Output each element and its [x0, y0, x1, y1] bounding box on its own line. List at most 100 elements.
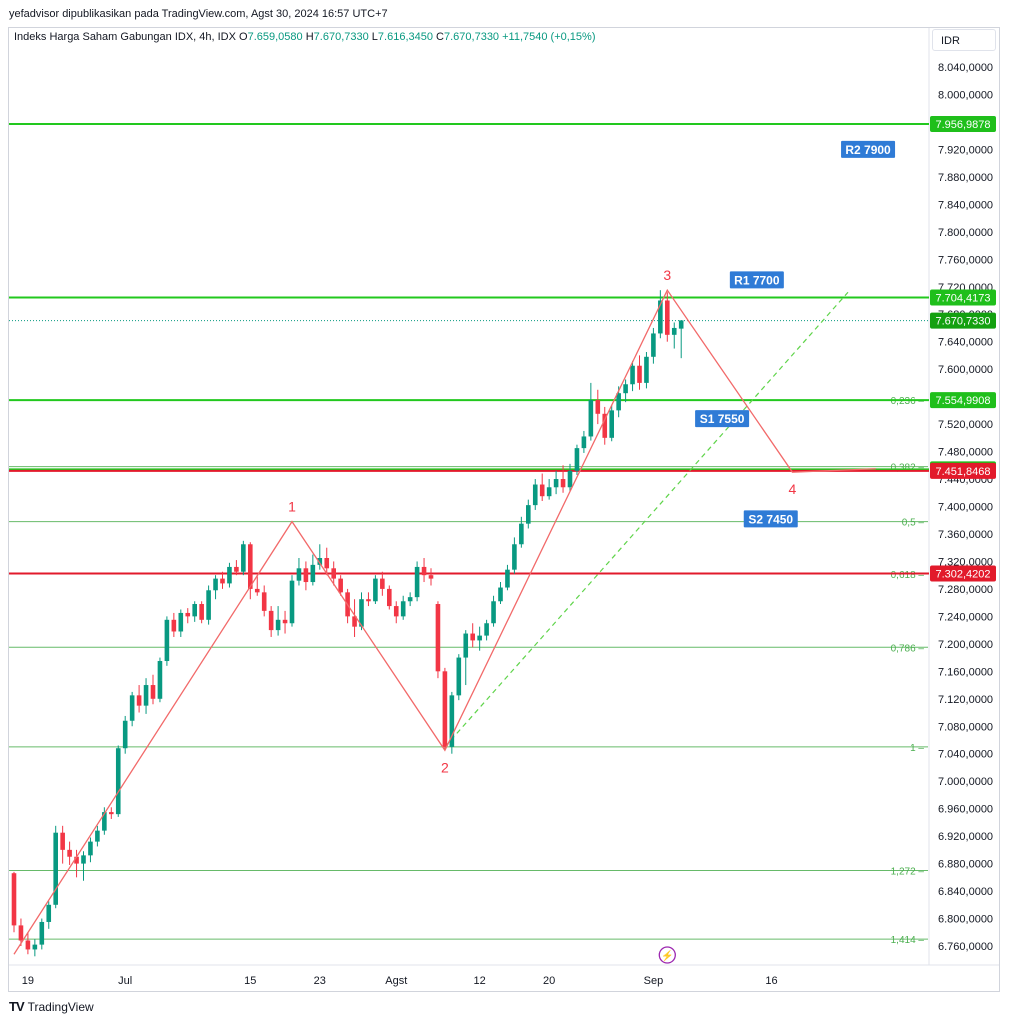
y-tick-label: 7.280,0000 [938, 584, 993, 596]
level-badge-text: 7.302,4202 [935, 569, 990, 581]
candle-body [199, 604, 204, 620]
level-label-box [729, 271, 784, 289]
candle-body [115, 748, 121, 815]
wave-label: 4 [789, 481, 797, 497]
candle-body [456, 657, 462, 696]
candle-body [470, 633, 475, 641]
candle-body [109, 812, 114, 815]
candle [303, 561, 309, 591]
open-label: O [239, 31, 248, 43]
candle-body [241, 544, 246, 572]
candle-body [359, 599, 364, 627]
candle [248, 542, 253, 600]
currency-button[interactable]: IDR [932, 29, 996, 51]
candle [102, 807, 107, 835]
projection-line [444, 291, 849, 748]
candle [254, 575, 260, 596]
candle [67, 841, 72, 865]
candle-body [400, 601, 406, 617]
candle-body [505, 569, 510, 588]
candle [192, 601, 197, 622]
candle-body [651, 333, 656, 357]
candle [574, 444, 580, 475]
candle-body [644, 356, 649, 383]
wave-label: 2 [441, 759, 449, 775]
candle-body [248, 544, 253, 589]
fib-level-label: 0,5 – [902, 518, 925, 529]
candle [498, 582, 503, 605]
candle [526, 499, 531, 529]
y-tick-label: 7.360,0000 [938, 529, 993, 541]
candle [115, 745, 121, 817]
candle [477, 626, 482, 651]
candle [609, 404, 614, 442]
candle [644, 351, 649, 389]
candle-body [428, 575, 434, 579]
candle-body [88, 841, 93, 856]
candle-body [588, 400, 594, 437]
attribution-text: yefadvisor dipublikasikan pada TradingVi… [9, 8, 388, 20]
candle [546, 479, 552, 500]
candle-body [338, 578, 343, 593]
candle-body [136, 695, 142, 706]
level-label-text: S2 7450 [748, 512, 793, 526]
candle [171, 612, 177, 637]
y-tick-label: 6.880,0000 [938, 859, 993, 871]
level-badge [930, 565, 996, 582]
fib-level-label: 1 – [910, 743, 924, 754]
candle-body [352, 616, 357, 627]
candle-body [275, 619, 281, 631]
candle-body [102, 812, 107, 831]
candle [470, 623, 475, 648]
y-tick-label: 7.760,0000 [938, 254, 993, 266]
tradingview-footer[interactable]: TV TradingView [9, 999, 94, 1014]
candle-body [234, 566, 239, 572]
candle-body [435, 604, 441, 672]
candle-body [373, 578, 378, 602]
event-lightning-icon [658, 946, 676, 964]
level-badge [930, 462, 996, 479]
candle [491, 595, 496, 627]
candle [268, 606, 274, 637]
candle-body [387, 588, 392, 607]
y-tick-label: 7.880,0000 [938, 172, 993, 184]
fib-level-label: 1,414 – [891, 935, 925, 946]
y-tick-label: 7.600,0000 [938, 364, 993, 376]
candle-body [442, 671, 448, 747]
candle-body [539, 484, 545, 497]
candle-body [553, 479, 559, 488]
candle [220, 571, 225, 589]
candle [206, 585, 211, 625]
candle-body [11, 873, 17, 926]
candle [671, 322, 677, 349]
candle-body [463, 633, 469, 658]
x-tick-label: 19 [22, 975, 34, 987]
candle [387, 585, 392, 610]
tradingview-logo-icon: TV [9, 999, 25, 1014]
candle-body [122, 720, 128, 749]
candle [595, 389, 601, 425]
candle-body [546, 487, 552, 497]
level-badge-text: 7.554,9908 [935, 395, 990, 407]
change-value: +11,7540 (+0,15%) [502, 31, 596, 43]
candle-body [560, 479, 566, 488]
level-badge-text: 7.956,9878 [935, 119, 990, 131]
candle [414, 561, 420, 602]
candle [199, 601, 204, 624]
candle-body [519, 523, 524, 545]
candle-body [380, 578, 385, 589]
candle [234, 560, 239, 576]
candle-body [477, 635, 482, 641]
y-tick-label: 7.000,0000 [938, 776, 993, 788]
candle-body [164, 619, 170, 662]
candle [366, 592, 371, 607]
candle [150, 674, 156, 705]
candle [324, 547, 330, 576]
y-tick-label: 6.920,0000 [938, 831, 993, 843]
level-badge [930, 289, 996, 306]
candle [519, 516, 524, 548]
candle [81, 851, 86, 881]
fib-level-label: 0,382 – [891, 463, 925, 474]
candle-body [46, 904, 52, 922]
